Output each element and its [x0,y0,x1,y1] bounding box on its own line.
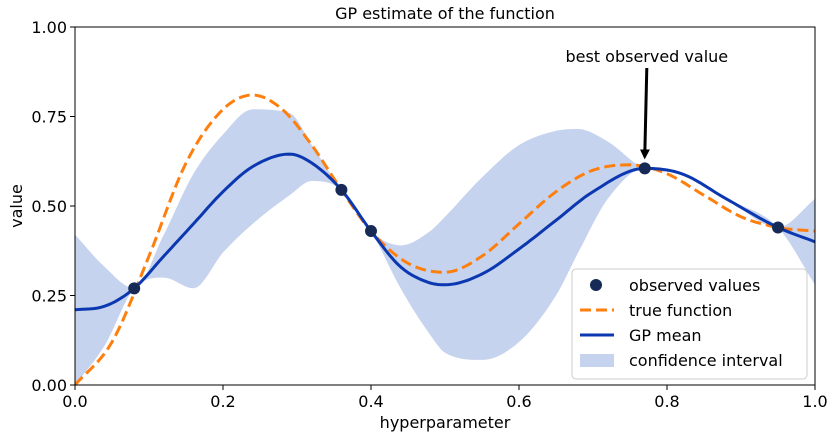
confidence-interval-band [75,109,815,385]
x-tick-label: 0.6 [506,392,531,411]
gp-mean-line [75,152,815,312]
legend-label: true function [629,301,732,320]
observed-point [365,225,377,238]
legend-label: GP mean [629,326,702,345]
chart-title: GP estimate of the function [335,4,555,23]
y-tick-label: 0.75 [31,108,67,127]
observed-point [772,221,784,234]
x-tick-label: 0.2 [210,392,235,411]
x-tick-label: 0.8 [654,392,679,411]
x-tick-label: 0.4 [358,392,383,411]
observed-point [638,162,651,175]
legend-label: confidence interval [629,351,783,370]
legend-marker-observed [590,279,602,291]
y-axis-label: value [7,184,26,228]
x-axis-label: hyperparameter [380,413,511,432]
y-tick-label: 1.00 [31,18,67,37]
x-tick-label: 0.0 [62,392,87,411]
y-tick-label: 0.00 [31,376,67,395]
y-tick-label: 0.50 [31,197,67,216]
observed-point [335,183,348,196]
annotation-arrow [639,67,650,160]
legend-box [571,268,808,380]
true-function-line [75,93,815,385]
x-tick-label: 1.0 [802,392,827,411]
annotation-label: best observed value [565,47,728,66]
legend-label: observed values [629,276,760,295]
y-tick-label: 0.25 [31,287,67,306]
legend-swatch-confidence [580,354,614,367]
observed-point [128,282,141,295]
